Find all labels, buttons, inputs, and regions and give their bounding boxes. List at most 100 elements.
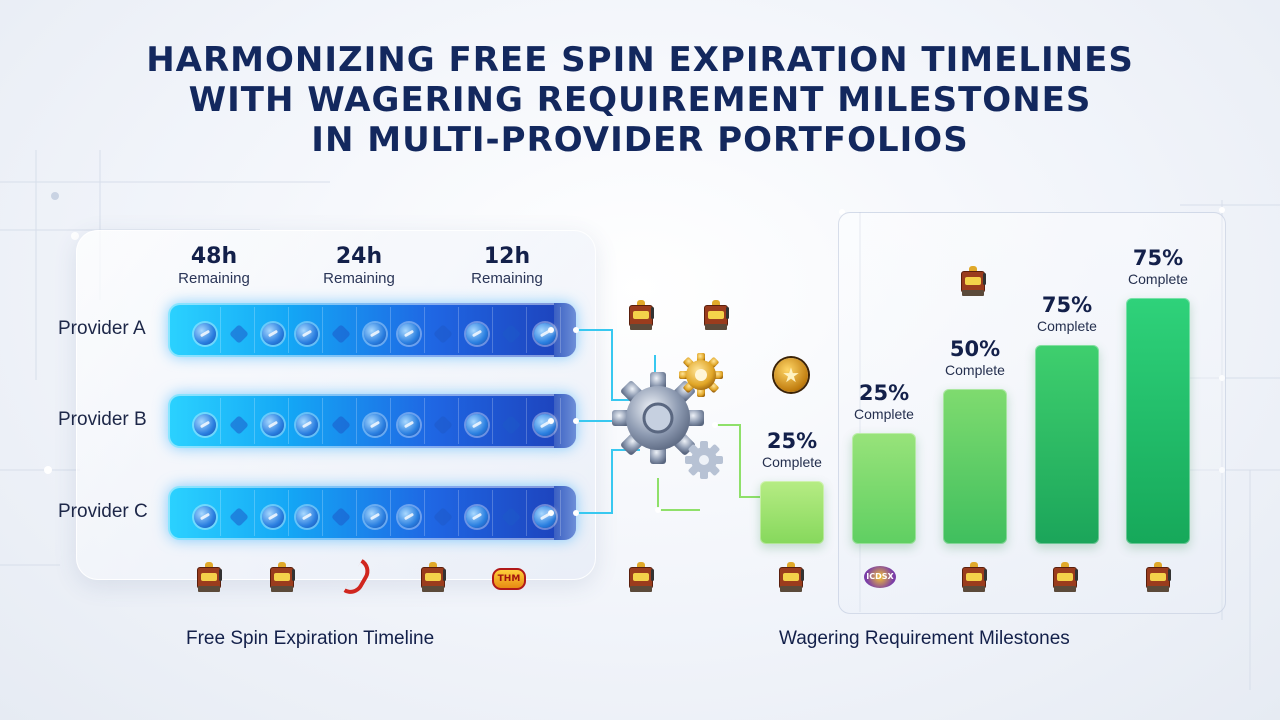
timeline-cell	[428, 398, 459, 444]
connector-provider-a	[576, 329, 640, 401]
slot-machine-icon	[779, 562, 804, 592]
time-header-24h: 24h Remaining	[304, 244, 414, 288]
slot-machine-icon	[962, 562, 987, 592]
milestone-bar	[943, 389, 1007, 544]
timeline-cell	[326, 307, 357, 353]
spin-coin-icon	[296, 506, 318, 528]
milestone-percent: 75%	[1132, 246, 1184, 270]
timeline-cell	[496, 307, 527, 353]
time-header-label: Remaining	[178, 270, 250, 287]
connector-down	[657, 478, 700, 511]
slot-machine-icon	[629, 562, 654, 592]
milestones-caption: Wagering Requirement Milestones	[779, 628, 1070, 649]
milestone-percent: 75%	[1041, 293, 1093, 317]
timeline-cell	[394, 398, 425, 444]
milestone-percent: 50%	[949, 337, 1001, 361]
timeline-cell	[190, 398, 221, 444]
time-header-12h: 12h Remaining	[452, 244, 562, 288]
title-line-2: WITH WAGERING REQUIREMENT MILESTONES	[188, 80, 1092, 120]
spin-coin-icon	[364, 414, 386, 436]
milestone-label: 75% Complete	[1103, 246, 1213, 288]
provider-logo-icon: ICDSX	[864, 566, 896, 588]
timeline-cell	[360, 398, 391, 444]
spin-coin-icon	[466, 414, 488, 436]
provider-c-timeline-track	[168, 486, 576, 540]
track-end-dot	[548, 327, 554, 333]
time-header-48h: 48h Remaining	[159, 244, 269, 288]
milestone-complete-label: Complete	[945, 362, 1005, 378]
milestone-bar	[760, 481, 824, 544]
spin-coin-icon	[262, 506, 284, 528]
spin-coin-icon	[194, 506, 216, 528]
timeline-cell	[292, 307, 323, 353]
milestone-complete-label: Complete	[1128, 271, 1188, 287]
timeline-cell	[258, 398, 289, 444]
spin-coin-icon	[364, 323, 386, 345]
provider-c-label: Provider C	[58, 501, 148, 522]
milestone-label: 25% Complete	[829, 381, 939, 423]
milestone-percent: 25%	[766, 429, 818, 453]
timeline-cell	[224, 307, 255, 353]
provider-a-label: Provider A	[58, 318, 146, 339]
spin-coin-icon	[398, 414, 420, 436]
milestone-label: 25% Complete	[737, 429, 847, 471]
timeline-cell	[496, 490, 527, 536]
slot-machine-icon	[704, 300, 729, 330]
track-end-cap	[554, 394, 576, 448]
slot-machine-icon	[270, 562, 295, 592]
title-line-3: IN MULTI-PROVIDER PORTFOLIOS	[311, 120, 969, 160]
star-coin-icon	[774, 358, 808, 392]
connector-to-first-bar	[715, 424, 762, 498]
spin-coin-icon	[364, 506, 386, 528]
timeline-cell	[326, 490, 357, 536]
time-header-value: 24h	[335, 244, 383, 269]
time-header-value: 48h	[190, 244, 238, 269]
milestone-complete-label: Complete	[762, 454, 822, 470]
main-gear-icon	[612, 372, 704, 464]
milestone-bar	[852, 433, 916, 544]
milestone-label: 50% Complete	[920, 337, 1030, 379]
timeline-cell	[428, 307, 459, 353]
milestone-bar	[1126, 298, 1190, 544]
timeline-cell	[326, 398, 357, 444]
time-header-value: 12h	[483, 244, 531, 269]
small-gear-icon	[685, 441, 723, 479]
time-header-label: Remaining	[471, 270, 543, 287]
spin-coin-icon	[296, 323, 318, 345]
spin-coin-icon	[466, 506, 488, 528]
spin-coin-icon	[262, 414, 284, 436]
timeline-cell	[462, 398, 493, 444]
slot-machine-icon	[629, 300, 654, 330]
slot-machine-icon	[421, 562, 446, 592]
timeline-cell	[462, 307, 493, 353]
timeline-cell	[190, 490, 221, 536]
time-header-label: Remaining	[323, 270, 395, 287]
provider-b-timeline-track	[168, 394, 576, 448]
gold-gear-icon	[679, 353, 723, 397]
spin-coin-icon	[262, 323, 284, 345]
timeline-cell	[258, 307, 289, 353]
timeline-cell	[360, 490, 391, 536]
track-end-dot	[548, 418, 554, 424]
track-end-cap	[554, 486, 576, 540]
milestone-complete-label: Complete	[1037, 318, 1097, 334]
title-line-1: HARMONIZING FREE SPIN EXPIRATION TIMELIN…	[146, 40, 1134, 80]
spin-coin-icon	[398, 323, 420, 345]
milestone-percent: 25%	[858, 381, 910, 405]
timeline-cell	[496, 398, 527, 444]
spin-coin-icon	[398, 506, 420, 528]
provider-a-timeline-track	[168, 303, 576, 357]
provider-b-label: Provider B	[58, 409, 147, 430]
slot-machine-icon	[1053, 562, 1078, 592]
provider-logo-icon: THM	[492, 568, 526, 590]
timeline-cell	[462, 490, 493, 536]
slot-machine-icon	[1146, 562, 1171, 592]
timeline-caption: Free Spin Expiration Timeline	[186, 628, 435, 649]
page-title: HARMONIZING FREE SPIN EXPIRATION TIMELIN…	[0, 40, 1280, 160]
slot-machine-icon	[961, 266, 986, 296]
spin-coin-icon	[466, 323, 488, 345]
timeline-cell	[360, 307, 391, 353]
timeline-cell	[394, 490, 425, 536]
timeline-cell	[428, 490, 459, 536]
